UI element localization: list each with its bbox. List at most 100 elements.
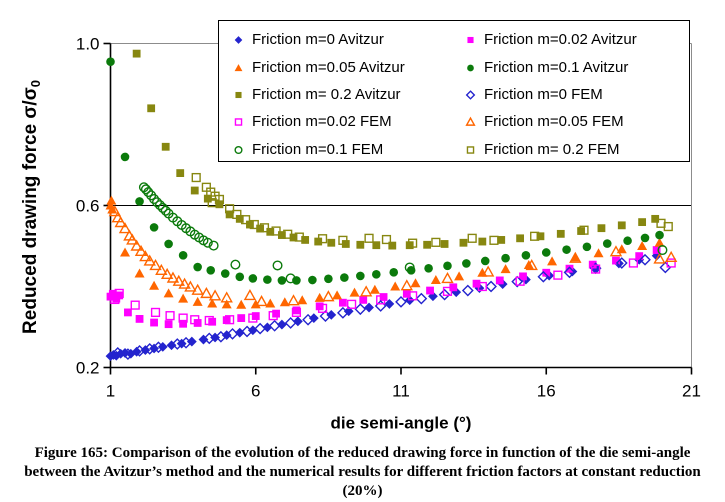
data-point [497,236,506,244]
data-point [268,311,278,321]
data-point [237,314,246,322]
data-point [569,251,582,263]
data-point [272,309,280,318]
series-7 [108,205,678,307]
series-3 [106,57,664,285]
data-point [165,311,175,321]
data-point [617,221,626,230]
data-point [161,142,170,151]
data-point [354,303,367,316]
data-point [208,289,222,301]
legend-label: Friction m= 0.2 Avitzur [252,85,401,103]
data-point [565,264,574,273]
caption-line-3: (20%) [342,483,383,499]
data-point [179,319,188,328]
data-point [114,216,127,228]
data-point [193,262,202,272]
data-point [474,283,485,294]
data-point [615,257,628,269]
data-point [441,271,454,284]
data-point [292,316,303,327]
data-point [200,286,213,299]
data-point [285,273,296,284]
data-point [462,259,471,268]
x-tick-label: 1 [106,382,115,401]
data-point [118,222,132,234]
data-point [616,244,627,254]
data-point [149,223,159,232]
data-point [400,279,413,291]
data-point [384,299,395,309]
data-point [332,290,343,300]
data-point [322,290,335,302]
data-point [122,348,134,361]
data-point [249,219,259,230]
data-point [525,258,538,271]
data-point [215,200,224,209]
data-point [536,232,545,241]
data-point [480,256,490,266]
data-point [130,239,143,251]
data-point [178,251,188,260]
data-point [130,300,140,310]
data-point [287,294,300,306]
data-point [376,295,386,305]
data-point [255,295,268,307]
data-point [204,315,214,326]
data-point [500,264,511,274]
legend-label: Friction m=0.1 FEM [252,140,384,158]
data-point [477,281,487,292]
legend-marker-circle-icon [467,64,474,71]
data-point [163,288,174,298]
legend-label: Friction m= 0.2 FEM [484,140,620,158]
data-point [157,202,168,213]
data-point [208,240,219,251]
data-point [243,288,257,301]
data-point [372,241,381,250]
data-point [143,254,156,266]
data-point [438,288,451,301]
data-point [241,325,253,338]
data-point [230,259,241,270]
data-point [149,280,160,290]
data-point [292,306,301,315]
data-point [279,297,290,307]
data-point [150,318,158,327]
data-point [547,256,558,266]
data-point [637,241,648,250]
data-point [236,299,247,309]
caption-line-2: between the Avitzur’s method and the num… [24,464,701,480]
data-point [593,248,604,258]
data-point [191,172,201,183]
figure-caption: Figure 165: Comparison of the evolution … [0,444,725,501]
data-point [659,261,672,274]
data-point [521,251,531,260]
data-point [190,186,199,195]
data-point [294,232,304,242]
data-point [302,313,314,326]
data-point [191,283,204,295]
data-point [537,270,550,283]
data-point [172,274,185,286]
data-point [349,287,360,297]
data-point [272,260,283,271]
data-point [143,187,154,198]
data-point [317,303,328,313]
data-point [235,272,245,282]
data-point [541,248,551,257]
data-point [639,253,651,266]
data-point [107,204,118,214]
data-point [501,253,510,263]
data-point [347,299,357,309]
data-point [263,275,272,284]
data-point [225,315,235,325]
legend-label: Friction m=0 Avitzur [252,31,384,49]
data-point [226,327,239,340]
legend-marker-diamond-open-icon [465,90,476,100]
data-point [147,104,156,113]
data-point [628,258,639,268]
data-point [467,37,474,44]
data-point [663,221,673,232]
